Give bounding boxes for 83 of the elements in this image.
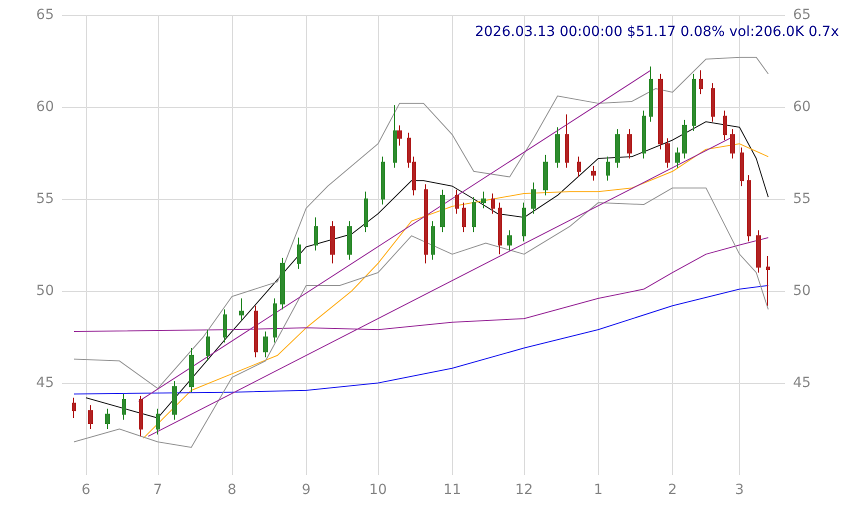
candlestick: [627, 128, 632, 160]
x-tick-label: 6: [81, 482, 90, 498]
candlestick: [675, 146, 680, 168]
candlestick: [189, 348, 194, 393]
candlestick: [481, 191, 486, 209]
candlestick: [273, 298, 277, 344]
candlestick: [122, 394, 126, 420]
y-tick-label: 60: [36, 99, 54, 115]
candlestick: [591, 165, 596, 182]
candlestick: [223, 308, 227, 344]
text: 2026.03.13 00:00:00 $51.17 0.08% vol:206.0K 0.7x: [474, 24, 839, 40]
candlestick: [347, 220, 352, 260]
x-tick-label: 7: [153, 482, 162, 498]
candlestick: [692, 73, 696, 132]
candlestick: [543, 154, 548, 196]
candlestick: [424, 184, 428, 264]
candlestick: [297, 237, 301, 270]
candlestick: [665, 138, 670, 168]
candlestick: [723, 110, 727, 141]
candlestick: [440, 189, 445, 233]
candlestick: [577, 156, 581, 178]
y2-tick-label: 45: [793, 375, 811, 391]
candlestick: [531, 182, 536, 214]
candlestick: [364, 191, 368, 233]
line-series: [73, 284, 769, 395]
y2-tick-label: 55: [793, 191, 811, 207]
candlestick: [172, 380, 177, 420]
y-tick-label: 50: [36, 283, 54, 299]
x-tick-label: 10: [369, 482, 387, 498]
candlestick: [615, 128, 620, 168]
candlestick: [139, 395, 143, 437]
candlestick: [565, 114, 569, 168]
candlestick: [642, 110, 646, 160]
candlestick: [740, 146, 744, 187]
candlestick: [72, 397, 76, 418]
candlestick: [206, 329, 210, 362]
y-tick-label: 55: [36, 191, 54, 207]
candlestick: [756, 230, 761, 274]
candlestick: [105, 408, 110, 430]
candlestick: [491, 192, 495, 214]
candlestick: [606, 156, 610, 182]
y-tick-label: 45: [36, 375, 54, 391]
candlestick: [555, 126, 560, 168]
candlestick: [254, 305, 258, 358]
candlestick: [711, 82, 715, 122]
candlestick: [498, 202, 502, 255]
candlestick: [699, 70, 703, 95]
candlestick: [747, 174, 751, 242]
x-tick-label: 8: [228, 482, 236, 498]
x-tick-label: 9: [302, 482, 311, 498]
candlestick: [239, 298, 244, 321]
x-tick-label: 1: [594, 482, 603, 498]
candlestick: [649, 66, 653, 122]
candlestick: [507, 230, 512, 252]
y2-tick-label: 60: [793, 99, 811, 115]
candlestick: [397, 124, 402, 146]
candlestick: [263, 330, 268, 358]
y2-tick-label: 65: [793, 7, 811, 23]
candlestick: [431, 220, 435, 260]
candlestick: [393, 104, 397, 168]
x-tick-label: 11: [443, 482, 462, 498]
x-tick-label: 3: [735, 482, 744, 498]
candlestick: [381, 156, 385, 206]
candlestick: [730, 128, 735, 160]
line-series: [85, 121, 769, 418]
y2-tick-label: 50: [793, 283, 811, 299]
candlestick: [682, 119, 687, 160]
candlestick: [455, 189, 459, 214]
candlestick: [330, 220, 335, 264]
candlestick: [156, 408, 160, 436]
x-tick-label: 2: [668, 482, 677, 498]
candlestick: [88, 404, 93, 430]
candlestick: [462, 202, 466, 233]
candlestick: [280, 257, 285, 310]
candlestick: [658, 73, 663, 150]
candlestick: [472, 196, 476, 233]
candlestick: [314, 216, 318, 252]
y-tick-label: 65: [36, 7, 54, 23]
candlestick: [522, 202, 526, 242]
line-series: [73, 187, 769, 448]
candlestick: [766, 256, 770, 306]
line-series: [73, 56, 769, 390]
x-tick-label: 12: [515, 482, 533, 498]
